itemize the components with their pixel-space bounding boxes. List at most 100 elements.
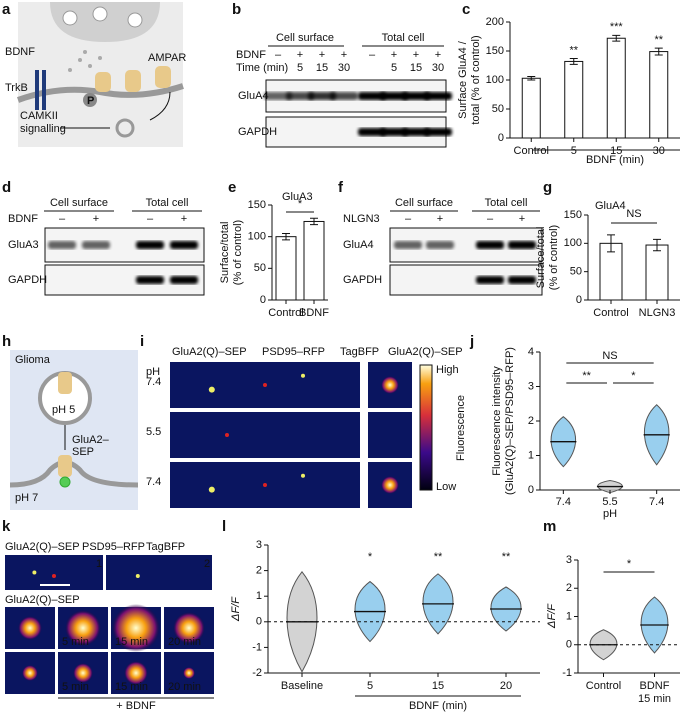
y-axis-label: total (% of control) bbox=[470, 35, 482, 124]
band bbox=[402, 92, 430, 100]
label: 15 min bbox=[115, 636, 148, 648]
label: GluA4 bbox=[238, 90, 269, 102]
bar bbox=[649, 51, 669, 139]
label: CAMKII bbox=[20, 110, 58, 122]
label: P bbox=[87, 95, 94, 107]
error-bar bbox=[527, 76, 536, 81]
label: 7.4 bbox=[649, 496, 664, 508]
label: 100 bbox=[564, 237, 582, 249]
label: BDNF bbox=[5, 46, 35, 58]
label: AMPAR bbox=[148, 52, 186, 64]
label: e bbox=[228, 179, 236, 196]
label: 50 bbox=[492, 103, 504, 115]
image bbox=[106, 555, 212, 590]
label: 3 bbox=[256, 539, 262, 551]
label: 5 min bbox=[62, 636, 89, 648]
label: i bbox=[140, 333, 144, 350]
y-axis-label: ΔF/F bbox=[230, 596, 242, 622]
spot bbox=[301, 373, 305, 378]
label: Cell surface bbox=[276, 32, 334, 44]
band bbox=[136, 276, 164, 284]
label: + bbox=[519, 213, 525, 225]
label: Control bbox=[268, 307, 303, 319]
band bbox=[424, 128, 452, 136]
label: 150 bbox=[564, 209, 582, 221]
label: 15 min bbox=[638, 693, 671, 705]
error-bar bbox=[310, 217, 318, 226]
label: 30 bbox=[338, 62, 350, 74]
label: SEP bbox=[72, 446, 94, 458]
label: Control bbox=[586, 680, 621, 692]
label: 15 bbox=[316, 62, 328, 74]
spot bbox=[263, 383, 267, 387]
schematic-h bbox=[9, 350, 139, 510]
label: 0 bbox=[260, 294, 266, 306]
label: 1 bbox=[566, 610, 572, 622]
label: + bbox=[391, 49, 397, 61]
band bbox=[380, 92, 408, 100]
label: 5 bbox=[367, 680, 373, 692]
spot bbox=[32, 570, 37, 575]
spot bbox=[124, 661, 148, 685]
spot bbox=[208, 486, 215, 493]
label: m bbox=[543, 518, 556, 535]
label: 150 bbox=[486, 45, 504, 57]
spot bbox=[73, 663, 93, 683]
y-axis-label: Fluorescence intensity bbox=[491, 366, 503, 476]
label: GluA2(Q)–SEP bbox=[388, 346, 463, 358]
label: f bbox=[338, 179, 344, 196]
error-bar bbox=[569, 58, 578, 65]
label: 0 bbox=[576, 294, 582, 306]
label: Control bbox=[593, 307, 628, 319]
label: – bbox=[275, 49, 282, 61]
spot bbox=[263, 483, 267, 487]
label: GAPDH bbox=[8, 274, 47, 286]
band bbox=[424, 92, 452, 100]
label: 2 bbox=[566, 582, 572, 594]
label: 30 bbox=[432, 62, 444, 74]
label: GluA2(Q)–SEP bbox=[5, 541, 80, 553]
band bbox=[286, 92, 314, 100]
bar bbox=[645, 244, 669, 301]
label: BDNF bbox=[299, 307, 329, 319]
y-axis-label: ΔF/F bbox=[546, 603, 558, 629]
label: 30 bbox=[653, 145, 665, 157]
label: Glioma bbox=[15, 354, 51, 366]
label: 2 bbox=[528, 415, 534, 427]
label: 1 bbox=[528, 449, 534, 461]
label: NLGN3 bbox=[639, 307, 676, 319]
spot bbox=[135, 574, 140, 578]
band bbox=[394, 241, 422, 249]
band bbox=[476, 241, 504, 249]
label: 5.5 bbox=[146, 426, 161, 438]
error-bar bbox=[607, 234, 615, 253]
label: 100 bbox=[486, 74, 504, 86]
label: * bbox=[631, 370, 636, 382]
colorbar-label: Fluorescence bbox=[455, 395, 467, 461]
y-axis-label: Surface/total bbox=[535, 227, 547, 289]
bar bbox=[303, 220, 325, 301]
label: 0 bbox=[528, 484, 534, 496]
label: 15 bbox=[410, 62, 422, 74]
image bbox=[368, 412, 412, 458]
label: ** bbox=[569, 44, 578, 56]
label: l bbox=[222, 518, 226, 535]
label: 1 bbox=[96, 558, 102, 570]
label: 20 bbox=[500, 680, 512, 692]
y-axis-label: Surface GluA4 / bbox=[457, 40, 469, 119]
error-bar bbox=[653, 238, 661, 252]
spot bbox=[52, 574, 56, 578]
label: Control bbox=[514, 145, 549, 157]
label: PSD95–RFP bbox=[82, 541, 145, 553]
label: PSD95–RFP bbox=[262, 346, 325, 358]
label: 200 bbox=[486, 16, 504, 28]
spot bbox=[112, 604, 160, 652]
label: Low bbox=[436, 481, 456, 493]
label: h bbox=[2, 333, 11, 350]
label: b bbox=[232, 1, 241, 18]
label: 15 bbox=[432, 680, 444, 692]
label: NLGN3 bbox=[343, 213, 380, 225]
label: -2 bbox=[252, 667, 262, 679]
label: pH 7 bbox=[15, 492, 38, 504]
bar bbox=[606, 37, 626, 139]
